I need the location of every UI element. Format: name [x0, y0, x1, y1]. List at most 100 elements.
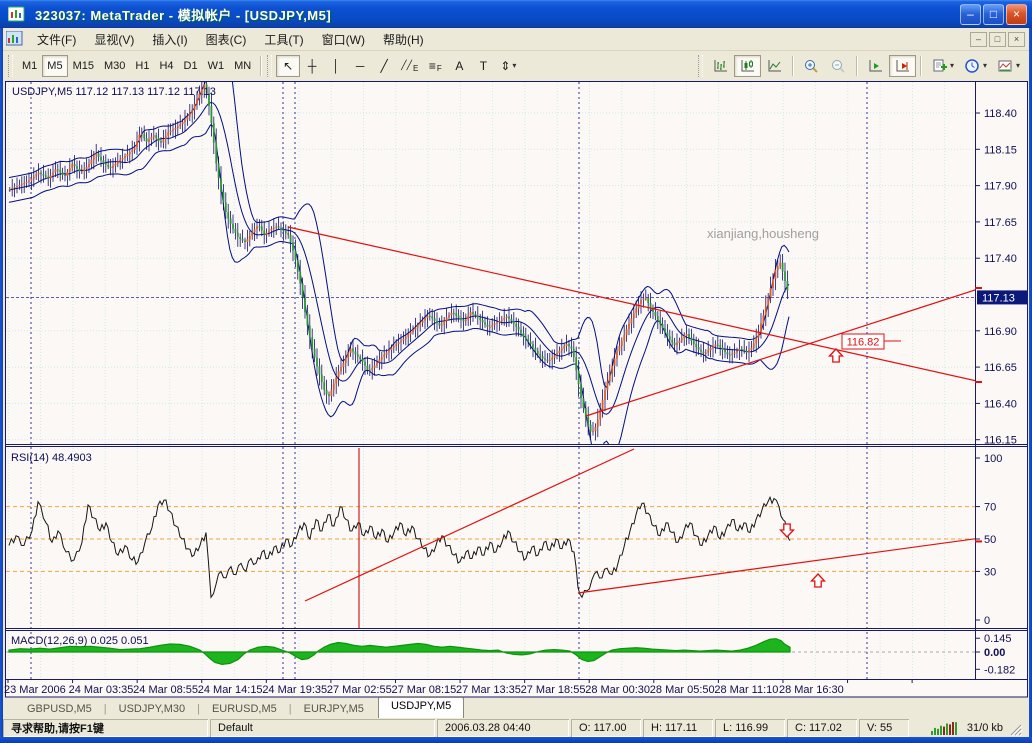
tool-glyph: ╱╱ — [401, 60, 413, 70]
horizontal-line-tool[interactable]: ─ — [348, 55, 372, 77]
resize-grip[interactable] — [1009, 723, 1023, 737]
line-chart-button[interactable] — [761, 55, 788, 77]
tool-glyph: ↖ — [283, 58, 294, 73]
timeframe-button-m5[interactable]: M5 — [42, 54, 68, 77]
toolbar: M1 M5 M15 M30 H1 H4 D1 W1 MN ↖ ┼ │ ─ ╱ ╱╱ E ≡ F A T ⇕ ▾ ▾ ▾ ▾ — [3, 51, 1029, 80]
toolbar-grip[interactable] — [697, 54, 703, 77]
status-close: C: 117.02 — [787, 719, 857, 737]
window-border-bottom — [0, 737, 1032, 743]
title-bar[interactable]: 323037: MetaTrader - 模拟帐户 - [USDJPY,M5] … — [0, 0, 1032, 28]
svg-text:24 Mar 03:35: 24 Mar 03:35 — [69, 684, 134, 696]
mdi-close-button[interactable]: × — [1008, 31, 1025, 47]
tab-usdjpy-m30[interactable]: USDJPY,M30 — [118, 703, 186, 715]
svg-text:27 Mar 08:15: 27 Mar 08:15 — [391, 684, 456, 696]
svg-text:USDJPY,M5 117.12 117.13 117.1: USDJPY,M5 117.12 117.13 117.12 117.13 — [12, 86, 216, 98]
status-help: 寻求帮助,请按F1键 — [3, 719, 208, 737]
tab-usdjpy-m5[interactable]: USDJPY,M5 — [377, 697, 465, 718]
cursor-tool[interactable]: ↖ — [276, 54, 301, 77]
candlestick-chart-button[interactable] — [733, 54, 761, 77]
tab-gbpusd-m5[interactable]: GBPUSD,M5 — [27, 703, 92, 715]
svg-text:116.40: 116.40 — [984, 398, 1017, 410]
menu-item-图表C[interactable]: 图表(C) — [205, 32, 247, 47]
svg-text:70: 70 — [984, 502, 996, 514]
timeframe-button-w1[interactable]: W1 — [207, 59, 225, 72]
template-icon — [998, 60, 1012, 71]
tab-eurjpy-m5[interactable]: EURJPY,M5 — [303, 703, 364, 715]
window-border-right — [1029, 28, 1032, 743]
status-high: H: 117.11 — [643, 719, 713, 737]
tab-eurusd-m5[interactable]: EURUSD,M5 — [211, 703, 277, 715]
menu-item-帮助H[interactable]: 帮助(H) — [382, 32, 424, 47]
indicators-button[interactable]: ▾ — [926, 55, 959, 77]
bar-chart-button[interactable] — [707, 55, 734, 77]
crosshair-tool[interactable]: ┼ — [300, 55, 324, 77]
status-open: O: 117.00 — [571, 719, 641, 737]
periods-button[interactable]: ▾ — [959, 55, 992, 77]
timeframe-button-m30[interactable]: M30 — [103, 59, 126, 72]
menu-item-工具T[interactable]: 工具(T) — [264, 32, 304, 47]
auto-scroll-button[interactable] — [862, 55, 889, 77]
line-icon — [768, 59, 781, 71]
mdi-window-controls: – □ × — [970, 31, 1029, 47]
svg-text:0.00: 0.00 — [984, 647, 1005, 659]
zoomin-icon — [804, 59, 818, 73]
menu-item-插入I[interactable]: 插入(I) — [152, 32, 188, 47]
mdi-restore-button[interactable]: □ — [989, 31, 1006, 47]
menu-item-文件F[interactable]: 文件(F) — [37, 32, 77, 47]
minimize-button[interactable]: – — [960, 3, 981, 25]
trendline-tool[interactable]: ╱ — [372, 55, 396, 77]
tool-sub-label: F — [436, 64, 442, 73]
tab-separator: | — [103, 703, 107, 715]
menu-item-显视V[interactable]: 显视(V) — [94, 32, 135, 47]
window-title: 323037: MetaTrader - 模拟帐户 - [USDJPY,M5] — [35, 7, 332, 23]
timeframe-button-d1[interactable]: D1 — [183, 59, 198, 72]
toolbar-grip[interactable] — [8, 54, 13, 77]
timeframe-button-h1[interactable]: H1 — [135, 59, 150, 72]
svg-text:28 Mar 16:30: 28 Mar 16:30 — [779, 684, 844, 696]
restore-button[interactable]: □ — [983, 3, 1004, 25]
svg-text:xianjiang,housheng: xianjiang,housheng — [707, 226, 819, 241]
text-label-tool[interactable]: T — [471, 55, 495, 77]
close-button[interactable]: × — [1006, 3, 1027, 25]
tab-separator: | — [197, 703, 200, 715]
timeframe-button-m1[interactable]: M1 — [22, 59, 38, 72]
chevron-down-icon: ▾ — [982, 61, 987, 70]
vertical-line-tool[interactable]: │ — [324, 55, 348, 77]
menu-item-窗口W[interactable]: 窗口(W) — [321, 32, 365, 47]
status-profile: Default — [210, 719, 435, 737]
timeframe-button-mn[interactable]: MN — [234, 59, 252, 72]
chart-shift-button[interactable] — [888, 54, 916, 77]
svg-text:27 Mar 13:35: 27 Mar 13:35 — [456, 684, 521, 696]
zoom-in-button[interactable] — [798, 55, 825, 77]
toolbar-separator — [855, 55, 858, 76]
equidistant-channel-tool[interactable]: ╱╱ E — [396, 55, 423, 77]
svg-text:117.90: 117.90 — [984, 181, 1017, 193]
svg-text:MACD(12,26,9) 0.025 0.051: MACD(12,26,9) 0.025 0.051 — [11, 635, 149, 647]
svg-text:117.13: 117.13 — [982, 292, 1015, 304]
svg-text:116.65: 116.65 — [984, 362, 1017, 374]
tab-separator: | — [288, 703, 292, 715]
svg-text:24 Mar 19:35: 24 Mar 19:35 — [262, 684, 327, 696]
timeframe-button-m15[interactable]: M15 — [72, 59, 94, 72]
zoom-out-button[interactable] — [825, 55, 852, 77]
shift-icon — [896, 59, 909, 71]
tool-glyph: │ — [332, 58, 340, 73]
toolbar-separator — [919, 55, 922, 76]
menu-bar: 文件(F) 显视(V) 插入(I) 图表(C) 工具(T) 窗口(W) 帮助(H) – □ … — [3, 28, 1029, 51]
fibonacci-tool[interactable]: ≡ F — [423, 55, 447, 77]
svg-text:28 Mar 11:10: 28 Mar 11:10 — [714, 684, 778, 696]
status-traffic-label: 31/0 kb — [966, 722, 1003, 734]
svg-text:27 Mar 18:55: 27 Mar 18:55 — [521, 684, 586, 696]
tool-glyph: ─ — [355, 58, 365, 73]
templates-button[interactable]: ▾ — [992, 55, 1025, 77]
arrows-tool[interactable]: ⇕ ▾ — [495, 55, 521, 77]
timeframe-button-h4[interactable]: H4 — [159, 59, 174, 72]
svg-text:116.15: 116.15 — [984, 435, 1017, 447]
text-tool[interactable]: A — [447, 55, 471, 77]
mdi-minimize-button[interactable]: – — [970, 31, 987, 47]
tool-glyph: A — [455, 58, 464, 73]
svg-text:118.40: 118.40 — [984, 108, 1017, 120]
toolbar-grip[interactable] — [267, 54, 273, 77]
